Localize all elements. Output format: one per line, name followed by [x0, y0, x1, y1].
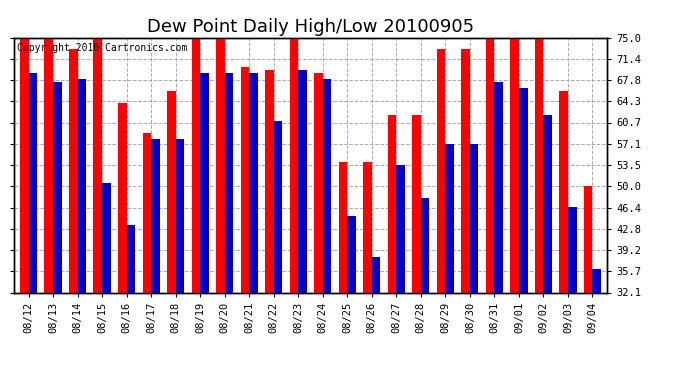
Bar [53, 82, 61, 292]
Bar [544, 115, 552, 292]
Bar [298, 70, 307, 292]
Bar [593, 269, 601, 292]
Bar [216, 38, 225, 292]
Bar [388, 115, 396, 292]
Bar [462, 50, 470, 292]
Bar [44, 38, 53, 292]
Bar [274, 121, 282, 292]
Bar [486, 38, 495, 292]
Bar [445, 144, 454, 292]
Bar [69, 50, 77, 292]
Bar [249, 73, 258, 292]
Bar [167, 91, 176, 292]
Bar [102, 183, 110, 292]
Bar [118, 103, 126, 292]
Bar [28, 73, 37, 292]
Bar [290, 38, 298, 292]
Bar [535, 38, 544, 292]
Bar [192, 38, 200, 292]
Bar [265, 70, 274, 292]
Title: Dew Point Daily High/Low 20100905: Dew Point Daily High/Low 20100905 [147, 18, 474, 36]
Bar [421, 198, 429, 292]
Bar [511, 38, 519, 292]
Bar [495, 82, 503, 292]
Bar [372, 257, 380, 292]
Bar [200, 73, 209, 292]
Bar [347, 216, 356, 292]
Bar [314, 73, 323, 292]
Bar [584, 186, 593, 292]
Bar [176, 138, 184, 292]
Bar [560, 91, 568, 292]
Bar [126, 225, 135, 292]
Bar [323, 79, 331, 292]
Bar [568, 207, 577, 292]
Bar [241, 67, 249, 292]
Text: Copyright 2010 Cartronics.com: Copyright 2010 Cartronics.com [17, 43, 187, 52]
Bar [93, 38, 102, 292]
Bar [437, 50, 445, 292]
Bar [396, 165, 405, 292]
Bar [143, 133, 151, 292]
Bar [20, 38, 28, 292]
Bar [412, 115, 421, 292]
Bar [339, 162, 347, 292]
Bar [151, 138, 159, 292]
Bar [225, 73, 233, 292]
Bar [363, 162, 372, 292]
Bar [77, 79, 86, 292]
Bar [470, 144, 478, 292]
Bar [519, 88, 528, 292]
